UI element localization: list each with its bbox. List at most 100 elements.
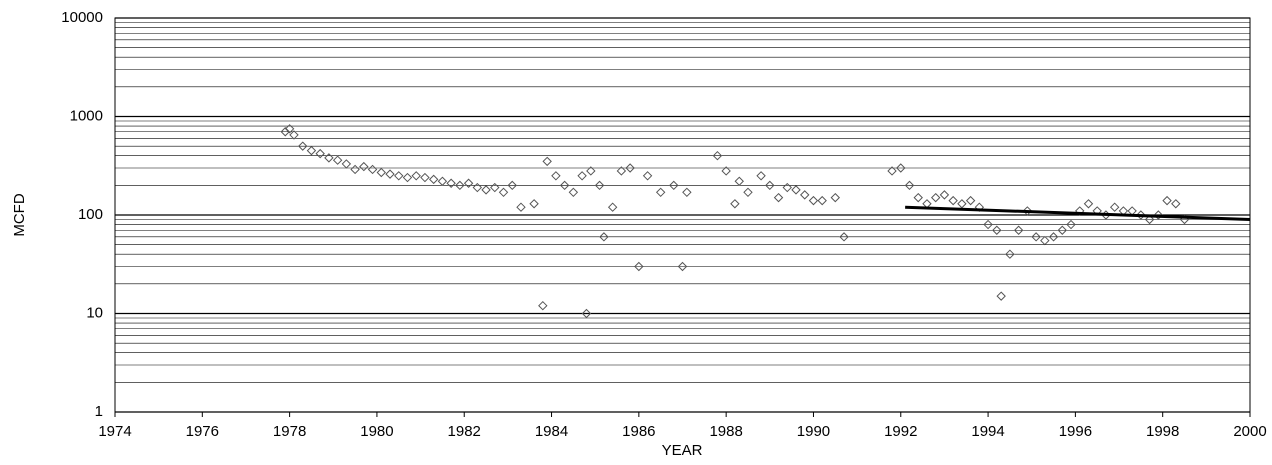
data-point [1162,195,1172,206]
trend-line [905,205,1251,222]
data-point [542,156,552,167]
data-point [992,225,1002,235]
data-point [420,172,430,183]
data-point [402,172,413,183]
data-point [428,174,439,185]
data-point [756,171,766,181]
data-point [481,185,491,195]
data-point [324,153,334,163]
data-point [1013,225,1024,235]
data-point [1109,202,1120,212]
data-point [939,190,950,200]
data-point [948,195,958,206]
data-point [904,180,915,191]
x-tick-label: 1998 [1146,423,1179,440]
data-point [394,171,404,181]
y-tick-label: 1000 [70,107,103,124]
data-point [839,232,849,242]
data-point [463,178,474,188]
data-point [586,166,596,176]
data-point [289,130,299,140]
x-tick-label: 1990 [797,423,830,440]
x-axis-label: YEAR [662,442,703,459]
data-point [359,161,369,172]
data-point [529,199,539,209]
x-tick-label: 1984 [535,423,568,440]
data-point [538,300,548,311]
data-point [306,145,317,156]
data-point [315,148,325,159]
data-point [594,180,605,191]
data-point [607,202,618,212]
x-tick-label: 1974 [98,423,131,440]
x-tick-label: 1976 [186,423,219,440]
data-point [782,182,792,193]
x-tick-label: 1994 [971,423,1004,440]
data-point [625,163,635,173]
y-axis-label: MCFD [11,193,28,236]
data-point [1048,232,1059,242]
data-point [773,192,784,203]
data-point [1144,214,1155,225]
x-tick-label: 1996 [1059,423,1092,440]
data-point [1066,219,1076,230]
data-point [1022,206,1033,216]
data-point [472,182,483,193]
data-point [581,308,592,319]
data-point [507,180,517,191]
data-point [599,232,609,242]
data-point [817,195,827,206]
data-point [1083,199,1094,209]
data-point [721,166,731,176]
data-point [1005,249,1015,259]
data-point [655,187,666,198]
x-tick-label: 1980 [360,423,393,440]
data-point [957,199,967,209]
x-tick-label: 1986 [622,423,655,440]
x-tick-label: 2000 [1233,423,1266,440]
data-point [1153,210,1164,220]
data-point [577,171,587,181]
data-point [682,187,692,198]
data-point [983,219,993,230]
data-point [498,187,509,198]
x-tick-label: 1988 [709,423,742,440]
data-point [616,166,627,176]
data-point [376,167,386,178]
data-point [669,180,679,191]
data-point [298,141,308,151]
data-point [437,176,448,186]
x-tick-label: 1992 [884,423,917,440]
data-point [1031,232,1041,242]
data-point [568,187,579,198]
y-tick-label: 100 [78,206,103,223]
data-point [634,261,644,272]
data-point [385,169,395,179]
data-point [559,180,570,191]
data-point [1057,225,1067,235]
data-point [284,124,295,134]
data-point [800,190,810,200]
data-point [1136,210,1146,220]
x-tick-label: 1982 [448,423,481,440]
data-point [677,261,688,272]
data-point [996,291,1006,301]
data-point [930,192,941,203]
data-point [712,150,723,161]
data-point [411,171,421,181]
data-point [332,155,343,165]
data-point [734,176,744,186]
data-point [830,192,840,203]
data-point [887,166,897,176]
data-point [1171,199,1181,209]
data-point [341,159,352,169]
data-point [743,187,753,198]
data-point [455,180,465,191]
data-point [446,178,456,188]
x-tick-label: 1978 [273,423,306,440]
y-tick-label: 10000 [61,9,103,26]
data-point [551,171,561,181]
y-tick-label: 10 [86,304,103,321]
data-point [896,163,906,173]
